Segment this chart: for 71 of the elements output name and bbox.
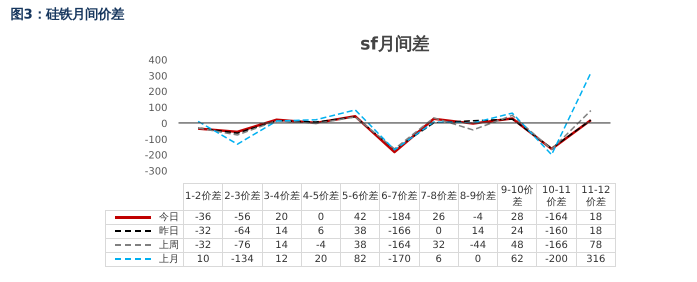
y-tick-label: -300 <box>144 166 168 178</box>
data-label: 12 <box>262 252 302 266</box>
x-tick-label: 11-12价差 <box>576 184 616 210</box>
line-series <box>197 72 592 156</box>
data-label: -4 <box>301 238 341 252</box>
data-label: 0 <box>301 210 341 224</box>
data-label: -64 <box>222 224 262 238</box>
data-label: 24 <box>498 224 537 238</box>
legend-label: 昨日 <box>106 224 184 238</box>
data-label: -164 <box>536 210 576 224</box>
data-label: 62 <box>498 252 537 266</box>
data-label: 48 <box>498 238 537 252</box>
x-tick-label: 10-11价差 <box>536 184 576 210</box>
y-tick-label: 400 <box>148 56 168 66</box>
legend-label: 今日 <box>106 210 184 224</box>
data-label: -160 <box>536 224 576 238</box>
data-label: 42 <box>340 210 380 224</box>
data-label: 14 <box>262 238 302 252</box>
data-label: -56 <box>222 210 262 224</box>
data-label: -170 <box>380 252 420 266</box>
y-tick-label: -100 <box>144 134 168 146</box>
x-tick-label: 1-2价差 <box>184 184 223 210</box>
data-label: -164 <box>380 238 420 252</box>
data-label: -32 <box>184 238 223 252</box>
y-tick-label: -200 <box>144 150 168 162</box>
x-tick-label: 2-3价差 <box>222 184 262 210</box>
data-label: 20 <box>262 210 302 224</box>
y-tick-label: 300 <box>148 71 168 82</box>
data-label: -166 <box>380 224 420 238</box>
data-label: 82 <box>340 252 380 266</box>
data-label: 6 <box>419 252 458 266</box>
x-tick-label: 9-10价差 <box>498 184 537 210</box>
data-label: -184 <box>380 210 420 224</box>
data-label: -32 <box>184 224 223 238</box>
data-label: -134 <box>222 252 262 266</box>
data-label: 10 <box>184 252 223 266</box>
data-label: 38 <box>340 224 380 238</box>
x-tick-label: 4-5价差 <box>301 184 341 210</box>
data-label: 0 <box>419 224 458 238</box>
data-label: 14 <box>458 224 498 238</box>
data-label: 38 <box>340 238 380 252</box>
data-label: 20 <box>301 252 341 266</box>
data-label: -76 <box>222 238 262 252</box>
data-label: -200 <box>536 252 576 266</box>
x-tick-label: 8-9价差 <box>458 184 498 210</box>
chart-title: sf月间差 <box>360 34 429 54</box>
data-label: 28 <box>498 210 537 224</box>
y-tick-label: 100 <box>148 103 168 114</box>
data-label: 316 <box>576 252 616 266</box>
data-label: 0 <box>458 252 498 266</box>
x-tick-label: 6-7价差 <box>380 184 420 210</box>
caption: 图3：硅铁月间价差 <box>10 6 124 22</box>
legend-label: 上周 <box>106 238 184 252</box>
x-tick-label: 3-4价差 <box>262 184 302 210</box>
data-label: 32 <box>419 238 458 252</box>
x-tick-label: 7-8价差 <box>419 184 458 210</box>
y-tick-label: 0 <box>161 118 168 130</box>
y-tick-label: 200 <box>148 87 168 98</box>
data-label: 14 <box>262 224 302 238</box>
data-label: -4 <box>458 210 498 224</box>
legend-label: 上月 <box>106 252 184 266</box>
data-label: 18 <box>576 224 616 238</box>
data-label: -36 <box>184 210 223 224</box>
data-label: 78 <box>576 238 616 252</box>
data-label: -44 <box>458 238 498 252</box>
x-tick-label: 5-6价差 <box>340 184 380 210</box>
line-series <box>197 110 592 150</box>
data-label: 18 <box>576 210 616 224</box>
data-label: -166 <box>536 238 576 252</box>
data-label: 26 <box>419 210 458 224</box>
data-label: 6 <box>301 224 341 238</box>
